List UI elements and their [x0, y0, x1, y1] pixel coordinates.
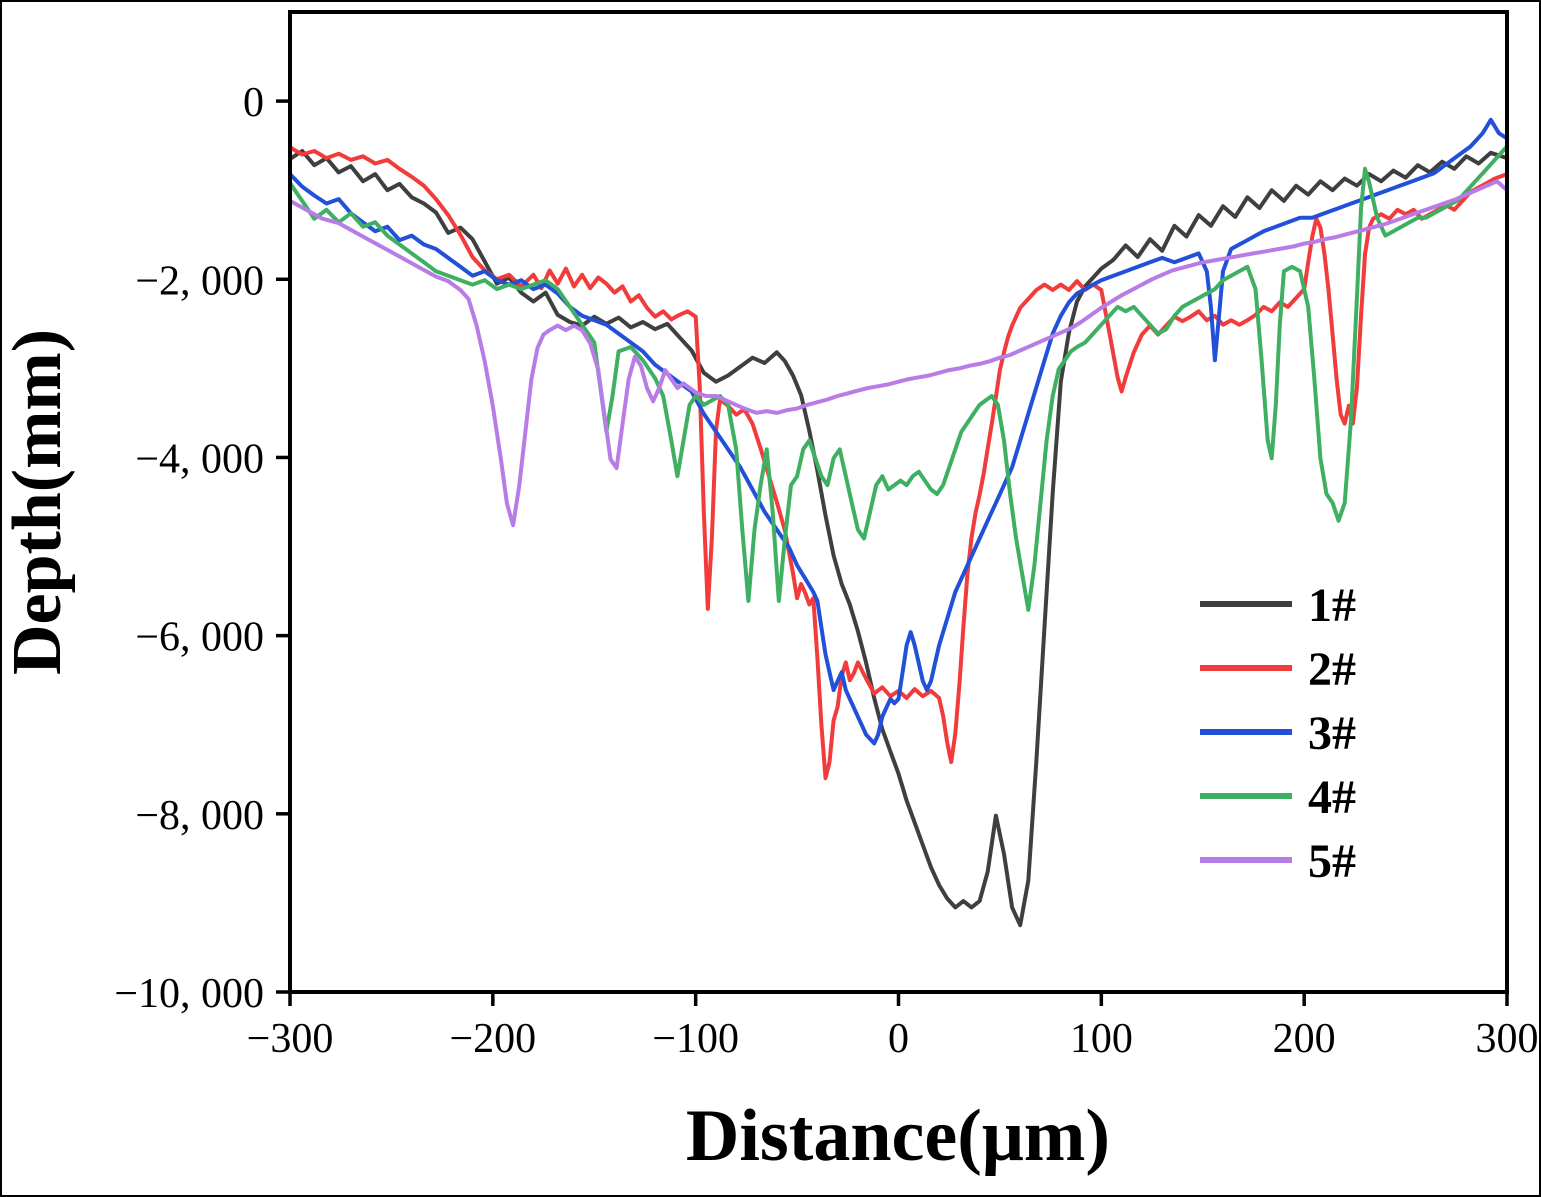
x-axis-title: Distance(μm) [686, 1095, 1110, 1177]
y-axis-tick-labels: 0 −2, 000 −4, 000 −6, 000 −8, 000 −10, 000 [114, 80, 264, 1017]
x-axis-tick-labels: −300 −200 −100 0 100 200 300 [247, 1016, 1539, 1062]
series-lines [290, 117, 1507, 928]
y-tick-label: 0 [243, 80, 264, 126]
y-tick-label: −10, 000 [114, 971, 264, 1017]
legend-label: 5# [1308, 835, 1356, 888]
x-tick-label: −300 [247, 1016, 334, 1062]
x-tick-label: 100 [1070, 1016, 1133, 1062]
legend-item-5: 5# [1200, 835, 1356, 888]
series-line-4 [290, 144, 1507, 612]
legend-label: 1# [1308, 579, 1356, 632]
series-line-2 [290, 145, 1507, 781]
series-line-5 [290, 179, 1507, 528]
x-tick-label: 200 [1273, 1016, 1336, 1062]
legend-label: 2# [1308, 643, 1356, 696]
legend-item-4: 4# [1200, 771, 1356, 824]
legend-item-1: 1# [1200, 579, 1356, 632]
legend-label: 3# [1308, 707, 1356, 760]
legend: 1# 2# 3# 4# 5# [1200, 579, 1356, 888]
y-axis-ticks [276, 99, 290, 994]
legend-item-2: 2# [1200, 643, 1356, 696]
y-axis-title: Depth(mm) [2, 329, 76, 675]
y-tick-label: −8, 000 [135, 793, 264, 839]
x-tick-label: −100 [652, 1016, 739, 1062]
x-axis-ticks [288, 992, 1509, 1006]
legend-label: 4# [1308, 771, 1356, 824]
x-tick-label: 300 [1476, 1016, 1539, 1062]
x-tick-label: −200 [449, 1016, 536, 1062]
y-tick-label: −2, 000 [135, 258, 264, 304]
y-tick-label: −6, 000 [135, 615, 264, 661]
x-tick-label: 0 [888, 1016, 909, 1062]
y-tick-label: −4, 000 [135, 436, 264, 482]
legend-item-3: 3# [1200, 707, 1356, 760]
